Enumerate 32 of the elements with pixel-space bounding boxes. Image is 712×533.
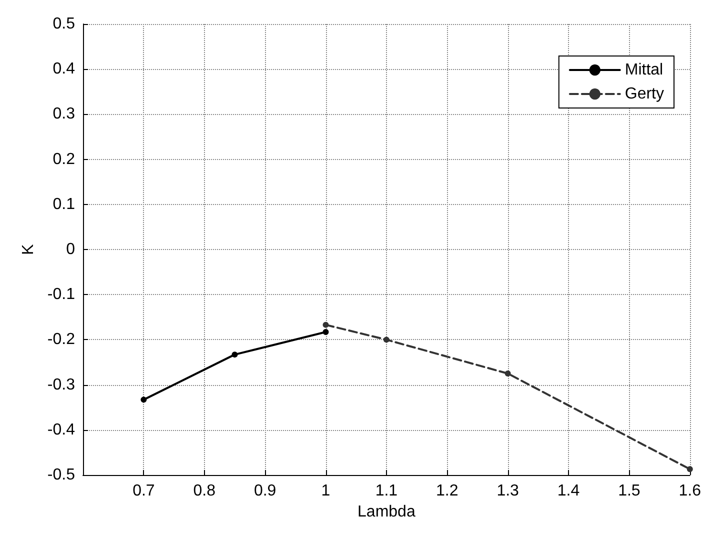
x-tick-label: 0.7 [132, 482, 155, 500]
y-axis-title: K [20, 244, 38, 255]
y-tick-label: -0.3 [47, 376, 76, 394]
y-tick-label: 0.4 [52, 60, 76, 78]
x-tick-label: 1.3 [496, 482, 520, 500]
point [322, 322, 329, 328]
x-tick-label: 1.6 [678, 482, 702, 500]
x-tick-label: 1.2 [436, 482, 458, 500]
point [322, 329, 329, 336]
y-tick-label: -0.2 [47, 331, 76, 348]
y-tick-label: -0.5 [47, 466, 76, 484]
point [232, 352, 238, 358]
y-tick-label: 0 [66, 241, 76, 258]
y-tick-label: 0.1 [52, 196, 76, 213]
point [383, 336, 390, 343]
point [686, 466, 693, 472]
x-tick-label: 0.8 [193, 482, 216, 500]
x-tick-label: 1 [321, 482, 330, 500]
y-tick-label: -0.1 [47, 286, 76, 304]
x-tick-label: 1.1 [375, 482, 398, 500]
y-tick-label: 0.5 [52, 16, 76, 32]
y-tick-label: 0.2 [52, 150, 76, 168]
legend-label: Mittal [624, 62, 664, 78]
x-tick-label: 1.5 [618, 482, 640, 500]
y-tick-label: 0.3 [52, 106, 76, 123]
x-tick-label: 0.9 [254, 482, 276, 500]
legend-label: Gerty [624, 86, 664, 102]
x-tick-label: 1.4 [557, 482, 580, 500]
point [140, 396, 147, 403]
y-tick-label: -0.4 [47, 421, 76, 438]
x-axis-title: Lambda [358, 503, 416, 520]
point [504, 370, 511, 377]
